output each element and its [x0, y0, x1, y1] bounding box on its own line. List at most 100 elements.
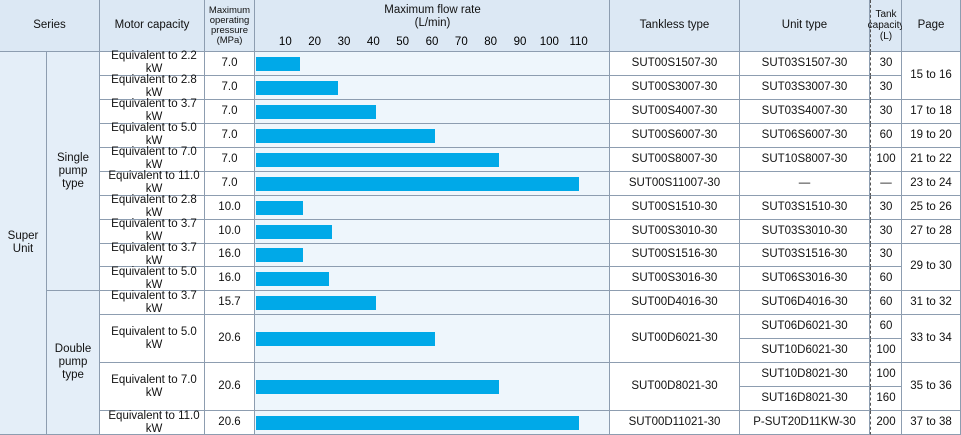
unit-cell: P-SUT20D11KW-30 [740, 411, 870, 435]
page-cell: 25 to 26 [902, 195, 961, 220]
header-cell [255, 0, 610, 52]
tank-cell: 30 [870, 52, 902, 76]
pressure-cell: 16.0 [205, 267, 255, 292]
pressure-cell: 7.0 [205, 147, 255, 172]
pressure-cell: 16.0 [205, 243, 255, 268]
pump-type-cell: Double pump type [47, 291, 100, 435]
pressure-cell: 7.0 [205, 123, 255, 148]
motor-cell: Equivalent to 2.8 kW [100, 74, 205, 100]
unit-cell: — [740, 171, 870, 196]
tank-cell: 100 [870, 339, 902, 364]
motor-cell: Equivalent to 7.0 kW [100, 363, 205, 412]
page-cell: 21 to 22 [902, 147, 961, 172]
unit-cell: SUT10S8007-30 [740, 147, 870, 172]
tank-cell: 160 [870, 387, 902, 412]
flow-bar [256, 296, 377, 311]
motor-cell: Equivalent to 3.7 kW [100, 290, 205, 316]
header-cell: Series [0, 0, 100, 52]
tick-label: 10 [278, 36, 292, 48]
tank-cell: 100 [870, 363, 902, 388]
pressure-cell: 7.0 [205, 99, 255, 124]
header-title: Maximum flow rate (L/min) [384, 4, 481, 29]
tankless-cell: SUT00S1507-30 [610, 52, 740, 76]
flow-bar [256, 176, 579, 191]
motor-cell: Equivalent to 7.0 kW [100, 146, 205, 172]
header-cell: Maximum operating pressure (MPa) [205, 0, 255, 52]
flow-bar [256, 380, 500, 395]
pressure-cell: 7.0 [205, 52, 255, 76]
tick-label: 100 [539, 36, 559, 48]
tank-cell: 60 [870, 267, 902, 292]
unit-cell: SUT03S3007-30 [740, 75, 870, 100]
flow-bar [256, 332, 435, 347]
tankless-cell: SUT00S3007-30 [610, 75, 740, 100]
motor-cell: Equivalent to 2.8 kW [100, 194, 205, 220]
header-cell: Motor capacity [100, 0, 205, 52]
flow-bar [256, 152, 500, 167]
pressure-cell: 7.0 [205, 171, 255, 196]
motor-cell: Equivalent to 5.0 kW [100, 266, 205, 292]
header-cell: Page [902, 0, 961, 52]
page-cell: 17 to 18 [902, 99, 961, 124]
tankless-cell: SUT00S1510-30 [610, 195, 740, 220]
tankless-cell: SUT00S6007-30 [610, 123, 740, 148]
tank-cell: — [870, 171, 902, 196]
motor-cell: Equivalent to 11.0 kW [100, 170, 205, 196]
pump-type-cell: Single pump type [47, 52, 100, 292]
flow-cell [255, 267, 610, 292]
page-cell: 15 to 16 [902, 52, 961, 100]
tick-label: 70 [454, 36, 468, 48]
tankless-cell: SUT00S3010-30 [610, 219, 740, 244]
pressure-cell: 7.0 [205, 75, 255, 100]
tankless-cell: SUT00S11007-30 [610, 171, 740, 196]
tankless-cell: SUT00D4016-30 [610, 291, 740, 316]
flow-bar [256, 248, 303, 263]
tank-cell: 60 [870, 315, 902, 340]
motor-cell: Equivalent to 2.2 kW [100, 50, 205, 76]
page-cell: 33 to 34 [902, 315, 961, 364]
tankless-cell: SUT00D11021-30 [610, 411, 740, 435]
tank-cell: 60 [870, 123, 902, 148]
unit-cell: SUT10D8021-30 [740, 363, 870, 388]
flow-bar [256, 56, 300, 71]
flow-cell [255, 219, 610, 244]
tank-cell: 30 [870, 243, 902, 268]
tankless-cell: SUT00S8007-30 [610, 147, 740, 172]
page-cell: 29 to 30 [902, 243, 961, 292]
page-cell: 23 to 24 [902, 171, 961, 196]
tank-cell: 60 [870, 291, 902, 316]
tank-cell: 200 [870, 411, 902, 435]
flow-cell [255, 75, 610, 100]
tankless-cell: SUT00D6021-30 [610, 315, 740, 364]
header-cell: Unit type [740, 0, 870, 52]
flow-bar [256, 224, 333, 239]
header-cell: Tankless type [610, 0, 740, 52]
tank-cell: 30 [870, 99, 902, 124]
unit-cell: SUT06S3016-30 [740, 267, 870, 292]
unit-cell: SUT03S1510-30 [740, 195, 870, 220]
unit-cell: SUT06D4016-30 [740, 291, 870, 316]
tankless-cell: SUT00S3016-30 [610, 267, 740, 292]
flow-bar [256, 104, 377, 119]
pressure-cell: 20.6 [205, 315, 255, 364]
tick-label: 20 [308, 36, 322, 48]
page-cell: 31 to 32 [902, 291, 961, 316]
tank-cell: 30 [870, 219, 902, 244]
tick-label: 90 [513, 36, 527, 48]
tankless-cell: SUT00S1516-30 [610, 243, 740, 268]
tick-label: 110 [569, 36, 588, 48]
pressure-cell: 15.7 [205, 291, 255, 316]
unit-cell: SUT06D6021-30 [740, 315, 870, 340]
unit-cell: SUT03S3010-30 [740, 219, 870, 244]
motor-cell: Equivalent to 11.0 kW [100, 410, 205, 435]
flow-cell [255, 243, 610, 268]
unit-cell: SUT03S1507-30 [740, 52, 870, 76]
tick-label: 40 [366, 36, 380, 48]
flow-bar [256, 416, 579, 431]
flow-bar [256, 80, 339, 95]
unit-cell: SUT10D6021-30 [740, 339, 870, 364]
tick-label: 30 [337, 36, 351, 48]
unit-cell: SUT06S6007-30 [740, 123, 870, 148]
page-cell: 27 to 28 [902, 219, 961, 244]
